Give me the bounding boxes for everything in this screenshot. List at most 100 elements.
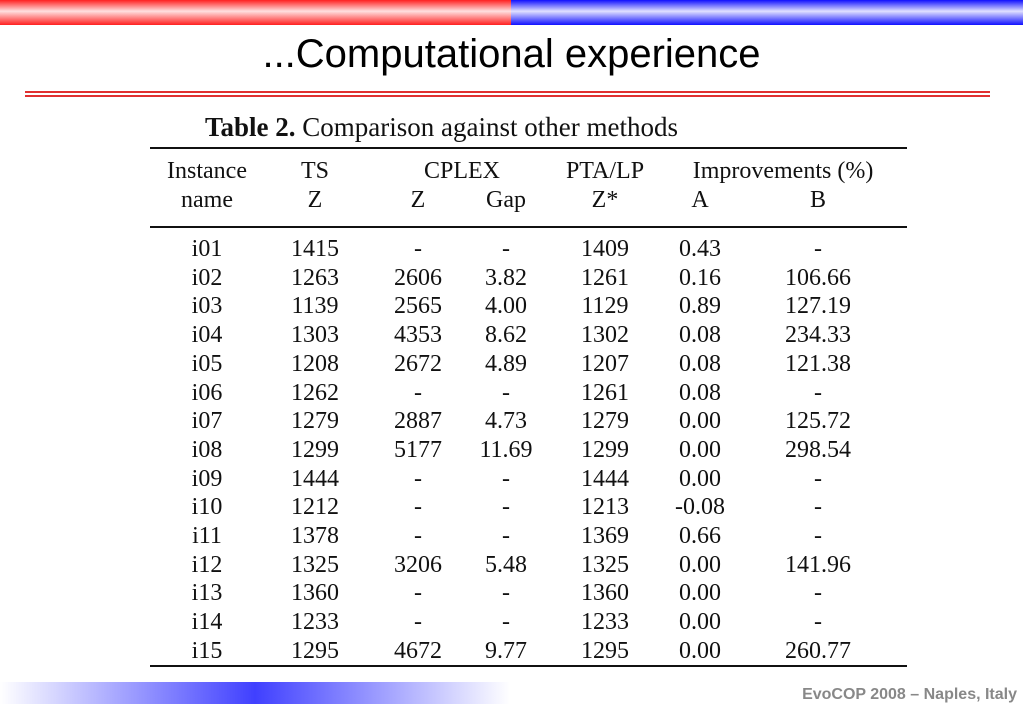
table-cell: 1444 [581,465,629,492]
table-cell: 1208 [291,350,339,377]
table-cell: 298.54 [785,436,851,463]
table-cell: 2565 [394,293,442,320]
table-cell: 1409 [581,236,629,262]
table-cell: 1207 [581,350,629,377]
table-cell: 1262 [291,379,339,406]
table-cell: 127.19 [785,293,851,320]
table-cell: - [502,580,510,607]
table-cell: 0.08 [679,379,721,406]
table-cell: 4.00 [485,293,527,320]
table-cell: - [414,609,422,636]
caption-label: Table 2. [205,112,296,142]
table-cell: 1233 [291,609,339,636]
top-band-red [0,0,511,25]
table-cell: - [814,494,822,521]
table-cell: i05 [191,350,223,377]
table-cell: 4.89 [485,350,527,377]
table-cell: 0.00 [679,609,721,636]
table-cell: - [414,236,422,262]
table-cell: 1129 [581,293,629,320]
footer: EvoCOP 2008 – Naples, Italy [802,686,1017,703]
table-cell: i01 [191,236,223,262]
table-cell: 260.77 [785,637,851,664]
table-cell: 5177 [394,436,442,463]
slide-title: ...Computational experience [262,32,761,76]
header-cell: Z [307,187,323,213]
header-cell: Z* [591,187,619,213]
table-cell: 0.00 [679,408,721,435]
table-cell: -0.08 [675,494,725,521]
table-cell: i07 [191,408,223,435]
table-cell: - [814,523,822,549]
table-cell: i03 [191,293,223,320]
top-band-blue [511,0,1023,25]
table-cell: 234.33 [785,322,851,349]
header-cell: TS [300,158,330,184]
table-cell: 1325 [581,551,629,578]
bottom-band [0,682,510,704]
table-cell: 125.72 [785,408,851,435]
table-cell: 1444 [291,465,339,492]
header-cell: name [181,187,233,213]
table-cell: - [502,494,510,521]
table-cell: 0.66 [679,523,721,549]
table-rule [150,147,907,149]
table-cell: 1139 [291,293,339,320]
table-cell: - [502,609,510,636]
table-cell: 2606 [394,264,442,291]
title-rule [25,95,990,97]
header-cell: Gap [486,187,526,213]
header-cell: B [809,187,827,213]
table-cell: i06 [191,379,223,406]
table-cell: 1325 [291,551,339,578]
header-cell: Z [410,187,426,213]
table-cell: 0.43 [679,236,721,262]
table-cell: 1295 [291,637,339,664]
table-cell: - [502,236,510,262]
table-cell: 4353 [394,322,442,349]
table-cell: 1261 [581,264,629,291]
table-cell: - [414,465,422,492]
table-cell: 4.73 [485,408,527,435]
table-cell: 1299 [581,436,629,463]
caption-text: Comparison against other methods [302,112,678,142]
table-cell: 1213 [581,494,629,521]
table-rule [150,226,907,228]
table-cell: - [814,465,822,492]
table-cell: - [414,580,422,607]
table-cell: 1303 [291,322,339,349]
table-cell: i04 [191,322,223,349]
table-cell: 5.48 [485,551,527,578]
table-caption: Table 2. Comparison against other method… [205,112,678,143]
table-cell: 4672 [394,637,442,664]
table-cell: 1261 [581,379,629,406]
table-cell: 1279 [291,408,339,435]
table-cell: 141.96 [785,551,851,578]
header-cell: Instance [167,158,247,184]
table-cell: 0.08 [679,322,721,349]
table-cell: 0.00 [679,551,721,578]
title-rule [25,91,990,93]
header-cell: A [691,187,709,213]
table-cell: - [814,379,822,406]
table-cell: - [814,236,822,262]
table-cell: i08 [191,436,223,463]
table-cell: i12 [191,551,223,578]
table-cell: i09 [191,465,223,492]
header-cell: Improvements (%) [692,158,874,184]
table-cell: i14 [191,609,223,636]
table-cell: 0.00 [679,637,721,664]
table-cell: 0.16 [679,264,721,291]
table-cell: 0.00 [679,465,721,492]
header-cell: CPLEX [423,158,501,184]
table-cell: 2887 [394,408,442,435]
table-cell: 1415 [291,236,339,262]
table-cell: 1378 [291,523,339,549]
header-cell: PTA/LP [565,158,645,184]
table-cell: i11 [192,523,222,549]
table-cell: 1302 [581,322,629,349]
table-cell: i15 [191,637,223,664]
table-cell: 1360 [291,580,339,607]
table-cell: 0.89 [679,293,721,320]
